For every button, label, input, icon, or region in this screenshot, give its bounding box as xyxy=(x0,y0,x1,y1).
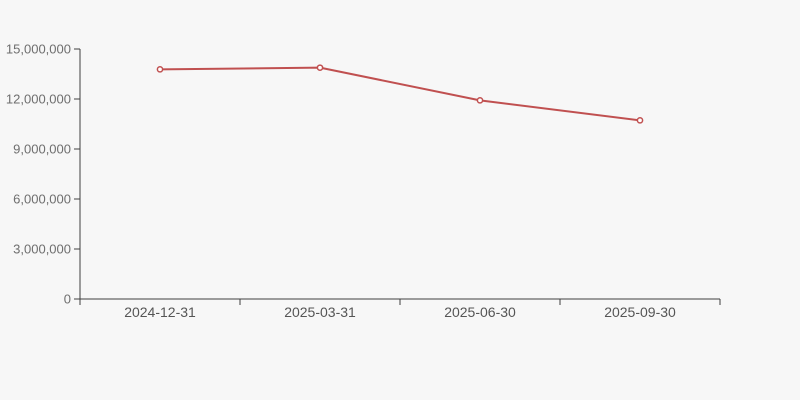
data-point-marker xyxy=(476,96,484,104)
x-axis-label: 2024-12-31 xyxy=(124,304,196,320)
y-axis-label: 12,000,000 xyxy=(6,92,71,107)
x-axis-label: 2025-06-30 xyxy=(444,304,516,320)
y-axis-label: 9,000,000 xyxy=(13,142,71,157)
data-point-marker xyxy=(636,116,644,124)
y-axis-label: 3,000,000 xyxy=(13,242,71,257)
y-axis-label: 15,000,000 xyxy=(6,42,71,57)
series-line xyxy=(159,66,641,122)
data-point-marker xyxy=(316,64,324,72)
y-axis-label: 0 xyxy=(64,292,71,307)
data-point-marker xyxy=(156,65,164,73)
x-axis-label: 2025-03-31 xyxy=(284,304,356,320)
y-axis-label: 6,000,000 xyxy=(13,192,71,207)
x-axis-label: 2025-09-30 xyxy=(604,304,676,320)
